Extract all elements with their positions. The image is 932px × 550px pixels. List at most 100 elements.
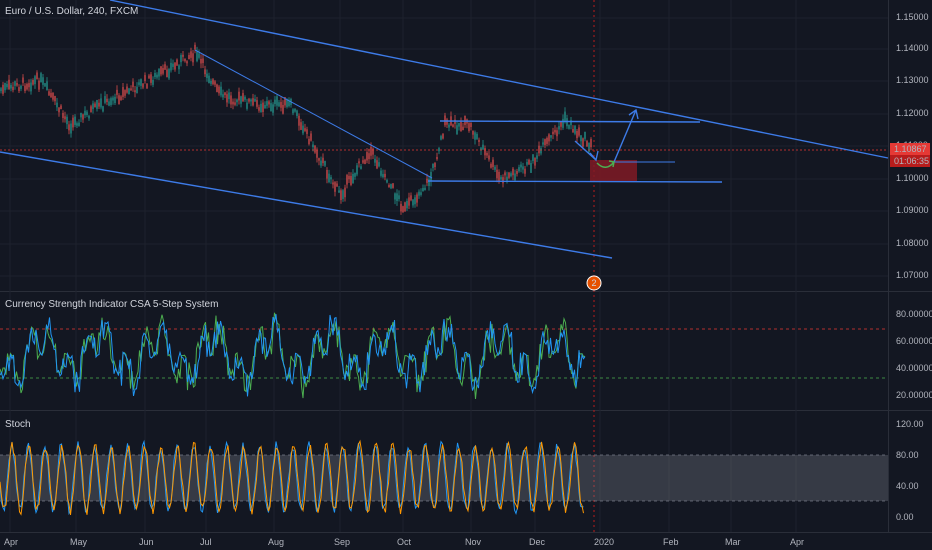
range-bottom-line[interactable] xyxy=(427,180,723,183)
candle-body xyxy=(224,92,226,95)
candle-body xyxy=(270,103,272,112)
candle-body xyxy=(30,82,32,92)
candle-body xyxy=(184,59,186,62)
time-label: Aug xyxy=(268,537,284,547)
csa-tick: 20.00000 xyxy=(896,390,932,400)
candle-body xyxy=(422,188,424,192)
candle-body xyxy=(554,129,556,133)
candle-body xyxy=(584,131,586,139)
candle-body xyxy=(416,194,418,203)
projection-arrow-up[interactable] xyxy=(613,109,637,163)
candle-body xyxy=(84,110,86,116)
candle-body xyxy=(66,116,68,125)
candle-body xyxy=(432,163,434,168)
bar-countdown: 01:06:35 xyxy=(894,156,929,166)
candle-body xyxy=(146,83,148,89)
candle-body xyxy=(64,116,66,120)
candle-body xyxy=(486,153,488,156)
candle-body xyxy=(186,61,188,64)
candle-body xyxy=(362,160,364,163)
candle-body xyxy=(574,125,576,134)
candle-body xyxy=(268,101,270,105)
candle-body xyxy=(62,112,64,119)
drawings[interactable] xyxy=(0,0,889,259)
lower-channel-line[interactable] xyxy=(0,151,613,259)
candle-body xyxy=(304,128,306,131)
candle-body xyxy=(590,138,592,148)
candle-body xyxy=(296,110,298,116)
candle-body xyxy=(166,69,168,78)
candle-body xyxy=(54,95,56,102)
candle-body xyxy=(330,177,332,180)
csa-tick: 40.00000 xyxy=(896,363,932,373)
candle-body xyxy=(120,96,122,101)
time-axis[interactable]: Apr May Jun Jul Aug Sep Oct Nov Dec 2020… xyxy=(4,537,804,547)
candle-body xyxy=(392,183,394,188)
candle-body xyxy=(538,145,540,154)
candle-body xyxy=(556,130,558,137)
price-tick: 1.13000 xyxy=(896,75,929,85)
candle-body xyxy=(258,107,260,111)
candle-body xyxy=(230,95,232,105)
candle-body xyxy=(438,148,440,152)
candle-body xyxy=(272,104,274,113)
indicator2-axis[interactable]: 120.00 80.00 40.00 0.00 xyxy=(896,419,924,522)
candle-body xyxy=(582,138,584,147)
candle-body xyxy=(468,123,470,131)
candle-body xyxy=(8,79,10,90)
curved-green-arrow[interactable] xyxy=(596,161,615,168)
arrow-head-down xyxy=(589,150,599,162)
symbol-title[interactable]: Euro / U.S. Dollar, 240, FXCM xyxy=(5,6,138,17)
csa-indicator-series[interactable] xyxy=(0,312,586,399)
candle-body xyxy=(190,51,192,58)
indicator1-axis[interactable]: 80.00000 60.00000 40.00000 20.00000 xyxy=(896,309,932,400)
candle-body xyxy=(384,173,386,178)
candle-body xyxy=(178,65,180,70)
range-top-line[interactable] xyxy=(439,120,701,123)
candle-body xyxy=(138,82,140,85)
candle-body xyxy=(382,174,384,178)
stoch-series[interactable] xyxy=(0,439,584,516)
candle-body xyxy=(36,72,38,80)
target-zone-box[interactable] xyxy=(590,160,637,182)
candle-body xyxy=(288,99,290,107)
candle-body xyxy=(526,162,528,165)
candle-body xyxy=(132,81,134,88)
candle-body xyxy=(70,123,72,134)
last-price-value: 1.10867 xyxy=(894,144,927,154)
event-badge[interactable]: 2 xyxy=(586,275,602,291)
time-label: Jul xyxy=(200,537,212,547)
candle-body xyxy=(442,133,444,139)
candle-body xyxy=(282,104,284,114)
candle-body xyxy=(496,169,498,179)
candle-body xyxy=(576,130,578,139)
upper-channel-line[interactable] xyxy=(109,0,889,159)
candle-body xyxy=(454,119,456,124)
descending-trendline[interactable] xyxy=(194,49,433,179)
price-tick: 1.15000 xyxy=(896,12,929,22)
candle-body xyxy=(250,99,252,102)
candle-body xyxy=(208,75,210,84)
candle-body xyxy=(60,105,62,110)
candle-body xyxy=(156,74,158,78)
indicator2-title[interactable]: Stoch xyxy=(5,419,31,430)
candle-body xyxy=(474,132,476,140)
candle-body xyxy=(476,133,478,140)
candle-body xyxy=(0,88,2,92)
indicator1-title[interactable]: Currency Strength Indicator CSA 5-Step S… xyxy=(5,299,218,310)
candle-body xyxy=(520,164,522,168)
candle-body xyxy=(228,92,230,100)
csa-blue-line xyxy=(0,314,586,397)
candle-body xyxy=(286,98,288,107)
candlestick-series[interactable] xyxy=(0,42,592,215)
candle-body xyxy=(244,96,246,100)
candle-body xyxy=(500,176,502,180)
candle-body xyxy=(514,173,516,181)
csa-tick: 60.00000 xyxy=(896,336,932,346)
candle-body xyxy=(448,124,450,128)
candle-body xyxy=(280,102,282,108)
candle-body xyxy=(298,115,300,126)
candle-body xyxy=(72,117,74,128)
candle-body xyxy=(136,86,138,94)
